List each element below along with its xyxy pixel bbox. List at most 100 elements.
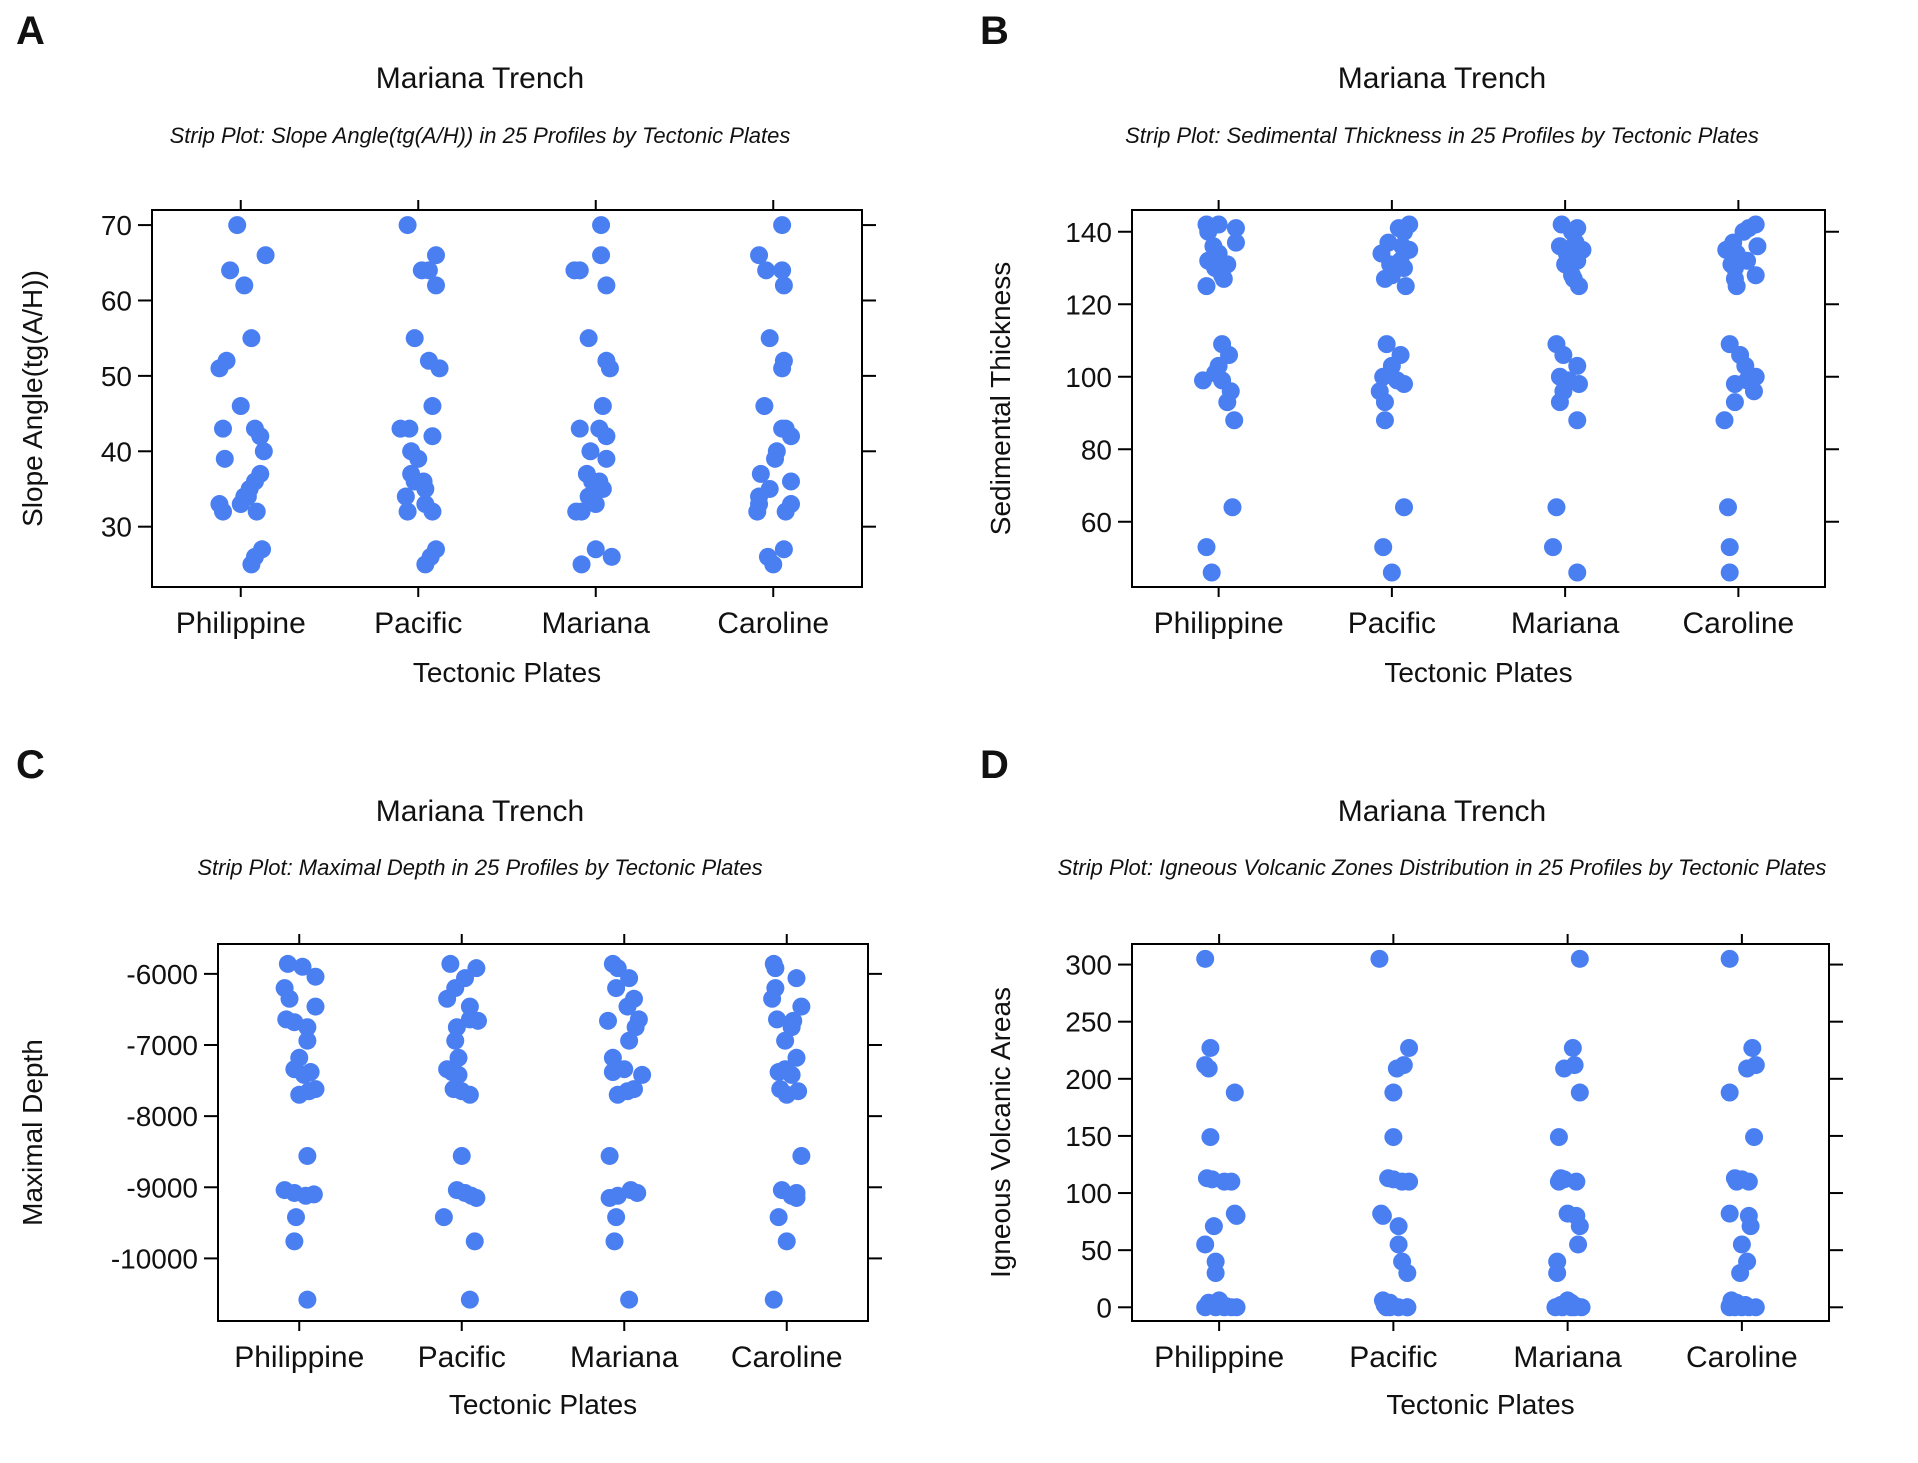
data-point [1225, 1083, 1244, 1102]
data-point [1745, 1128, 1764, 1147]
data-point [1744, 382, 1763, 401]
panel-c [0, 729, 959, 1458]
data-point [423, 427, 442, 446]
data-point [298, 1290, 317, 1309]
data-point [773, 261, 792, 280]
data-point [1727, 277, 1746, 296]
data-point [298, 1018, 317, 1037]
data-point [1389, 1235, 1408, 1254]
data-point [400, 419, 419, 438]
data-point [782, 1018, 801, 1037]
data-point [1222, 1298, 1241, 1317]
x-tick-label: Pacific [374, 607, 462, 640]
data-point [774, 276, 793, 295]
data-point [792, 1146, 811, 1165]
data-point [1209, 215, 1228, 234]
data-point [1375, 269, 1394, 288]
data-point [1570, 949, 1589, 968]
data-point [1197, 538, 1216, 557]
data-point [620, 1290, 639, 1309]
data-point [235, 276, 254, 295]
data-point [1720, 1204, 1739, 1223]
data-point [1197, 277, 1216, 296]
data-point [416, 555, 435, 574]
data-point [1194, 371, 1213, 390]
data-point [242, 329, 261, 348]
data-point [1543, 538, 1562, 557]
data-point [586, 495, 605, 514]
x-tick-label: Mariana [1513, 1341, 1622, 1374]
panel-d [959, 729, 1918, 1458]
data-point [1398, 1298, 1417, 1317]
data-point [592, 246, 611, 265]
data-point [583, 472, 602, 491]
data-point [782, 427, 800, 446]
data-point [214, 502, 232, 521]
x-axis-label: Tectonic Plates [449, 1389, 637, 1420]
data-point [1373, 1206, 1392, 1225]
data-point [567, 502, 586, 521]
data-point [773, 359, 792, 378]
data-point [285, 1232, 304, 1251]
data-point [607, 1208, 626, 1227]
data-point [776, 502, 795, 521]
data-point [469, 1011, 487, 1030]
data-point [1720, 538, 1739, 557]
data-point [396, 487, 415, 506]
chart-b: B Mariana Trench Strip Plot: Sedimental Th… [980, 9, 1839, 688]
data-point [787, 1188, 806, 1207]
data-point [1720, 563, 1739, 582]
y-tick-label: 100 [1065, 362, 1112, 393]
chart-title: Mariana Trench [376, 62, 584, 95]
data-point [608, 1085, 627, 1104]
data-point [306, 967, 325, 986]
data-point [773, 216, 792, 235]
data-point [1555, 1059, 1574, 1078]
chart-title: Mariana Trench [1338, 795, 1546, 828]
data-point [298, 1031, 317, 1050]
data-point [605, 1232, 624, 1251]
y-tick-label: 140 [1065, 217, 1112, 248]
data-point [1743, 1038, 1762, 1057]
data-point [1199, 1059, 1218, 1078]
y-tick-label: 60 [1081, 507, 1112, 538]
y-tick-label: 50 [1081, 1235, 1112, 1266]
y-tick-label: 200 [1065, 1064, 1112, 1095]
data-point [1554, 346, 1573, 364]
data-point [570, 419, 589, 438]
data-point [1370, 949, 1389, 968]
data-point [597, 427, 616, 446]
data-point [427, 246, 445, 265]
data-point [221, 261, 240, 280]
data-point [247, 502, 266, 521]
chart-d: D Mariana Trench Strip Plot: Igneous Volca… [980, 743, 1843, 1420]
x-tick-label: Mariana [542, 607, 651, 640]
data-point [1547, 498, 1566, 517]
data-point [1223, 498, 1242, 517]
data-point [777, 1085, 796, 1104]
data-point [597, 449, 616, 468]
data-point [768, 1010, 786, 1029]
data-point [1218, 393, 1237, 412]
data-point [766, 959, 785, 978]
data-point [1725, 393, 1744, 412]
data-point [774, 540, 793, 559]
data-point [1720, 1083, 1739, 1102]
data-point [600, 1146, 619, 1165]
data-point [434, 1208, 453, 1227]
data-point [777, 1232, 796, 1251]
chart-subtitle: Strip Plot: Igneous Volcanic Zones Distr… [1058, 855, 1827, 880]
data-point [293, 957, 312, 976]
data-point [304, 1185, 323, 1204]
data-point [1389, 1217, 1408, 1236]
data-point [570, 261, 589, 280]
data-point [441, 954, 460, 973]
data-point [1222, 1172, 1241, 1191]
panel-label: A [16, 9, 45, 53]
data-point [438, 989, 457, 1008]
data-point [764, 555, 783, 574]
data-point [1226, 233, 1245, 252]
data-point [751, 464, 770, 483]
y-axis-label: Igneous Volcanic Areas [985, 987, 1016, 1278]
x-tick-label: Pacific [418, 1341, 506, 1374]
